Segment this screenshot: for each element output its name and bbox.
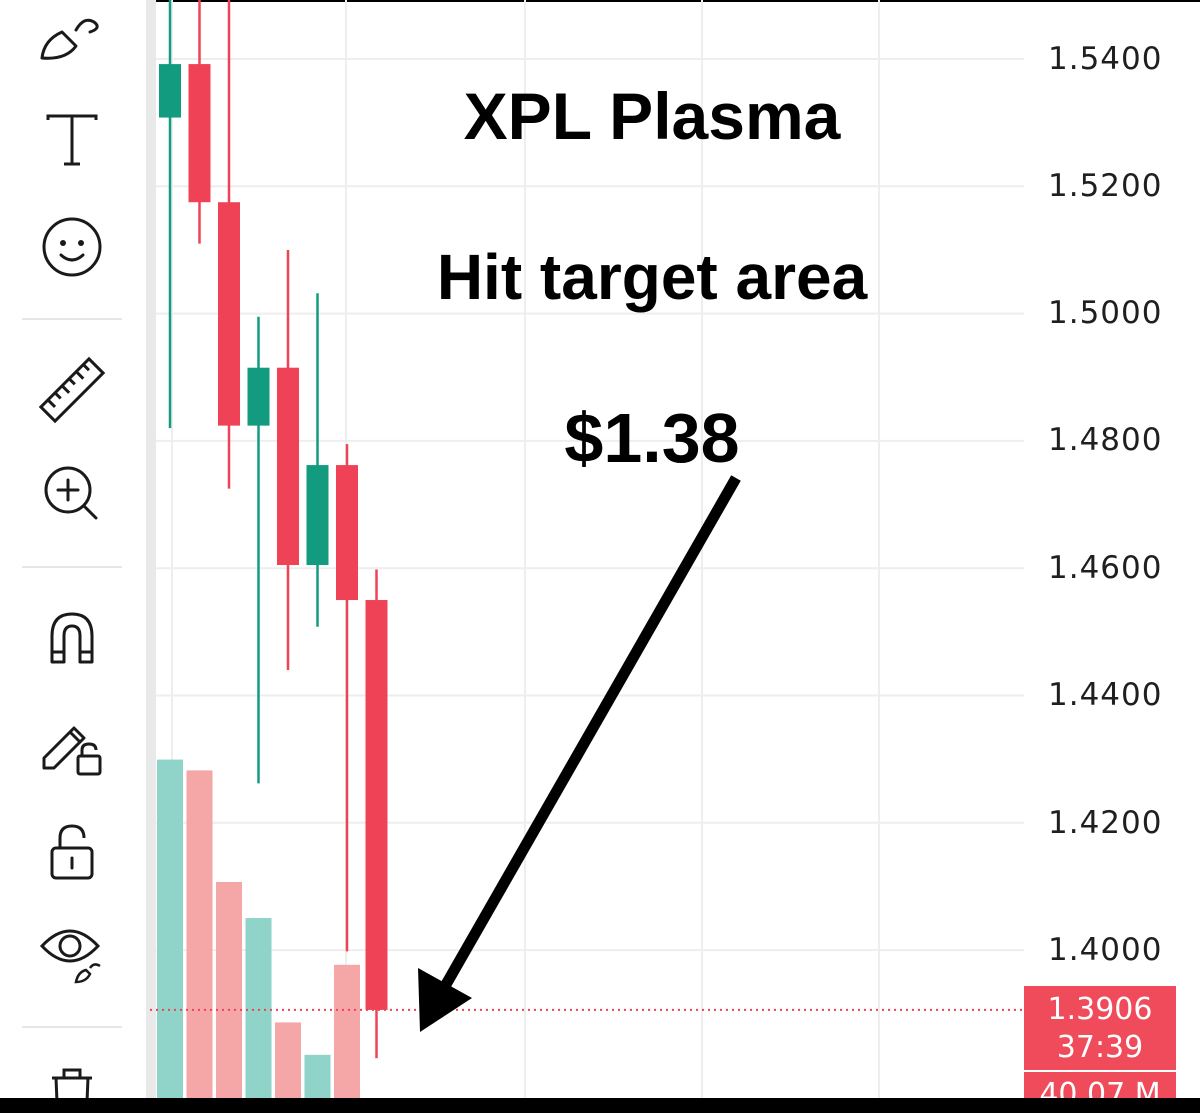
emoji-icon[interactable] <box>32 207 112 287</box>
chart-left-edge <box>146 0 156 1098</box>
candle <box>247 316 270 784</box>
ruler-icon[interactable] <box>32 350 112 430</box>
volume-bar <box>304 1054 331 1098</box>
volume-bar <box>157 759 183 1098</box>
price-scale-label: 1.5200 <box>1048 168 1163 204</box>
target-arrow <box>418 475 741 1032</box>
toolbar-divider <box>22 566 122 568</box>
candle-body <box>306 465 329 566</box>
candle-body <box>365 600 388 1010</box>
brush-icon[interactable] <box>32 2 112 82</box>
current-price-tag: 1.3906 37:39 <box>1024 986 1176 1070</box>
candle <box>336 444 358 952</box>
chart-subtitle: Hit target area <box>436 241 868 313</box>
current-price-value: 1.3906 <box>1047 992 1153 1027</box>
volume-bar <box>186 770 213 1098</box>
bottom-bar <box>0 1098 1200 1113</box>
eye-hide-drawings-icon[interactable] <box>32 910 112 990</box>
candle-body <box>188 64 211 203</box>
top-border <box>0 0 1200 2</box>
volume-bar <box>334 964 360 1098</box>
candle <box>277 249 299 671</box>
volume-bar <box>245 918 272 1098</box>
price-scale-label: 1.4400 <box>1048 677 1163 713</box>
volume-bar <box>216 882 242 1098</box>
candle <box>218 0 240 489</box>
candle <box>159 0 181 429</box>
toolbar-divider <box>22 1026 122 1028</box>
price-scale-label: 1.5000 <box>1048 295 1163 331</box>
price-scale-label: 1.4600 <box>1048 550 1163 586</box>
candle-countdown: 37:39 <box>1056 1030 1144 1065</box>
price-scale-label: 1.4800 <box>1048 422 1163 458</box>
lock-drawing-icon[interactable] <box>32 706 112 786</box>
candle-body <box>218 202 240 426</box>
zoom-in-icon[interactable] <box>32 452 112 532</box>
unlock-icon[interactable] <box>32 812 112 892</box>
magnet-icon[interactable] <box>32 598 112 678</box>
volume-bars <box>157 759 360 1098</box>
text-tool-icon[interactable] <box>32 100 112 180</box>
price-scale-label: 1.4200 <box>1048 805 1163 841</box>
drawing-toolbar <box>0 0 146 1113</box>
candle-body <box>336 465 358 601</box>
target-price-label: $1.38 <box>564 399 740 477</box>
candle-body <box>247 367 270 426</box>
candle-body <box>277 367 299 566</box>
chart-title: XPL Plasma <box>463 79 841 153</box>
candles <box>159 0 388 1059</box>
volume-bar <box>275 1022 301 1098</box>
candle <box>365 569 388 1059</box>
candle <box>306 293 329 627</box>
price-scale-label: 1.5400 <box>1048 41 1163 77</box>
toolbar-divider <box>22 318 122 320</box>
candle-body <box>159 64 181 118</box>
price-scale-label: 1.4000 <box>1048 932 1163 968</box>
candle <box>188 0 211 244</box>
